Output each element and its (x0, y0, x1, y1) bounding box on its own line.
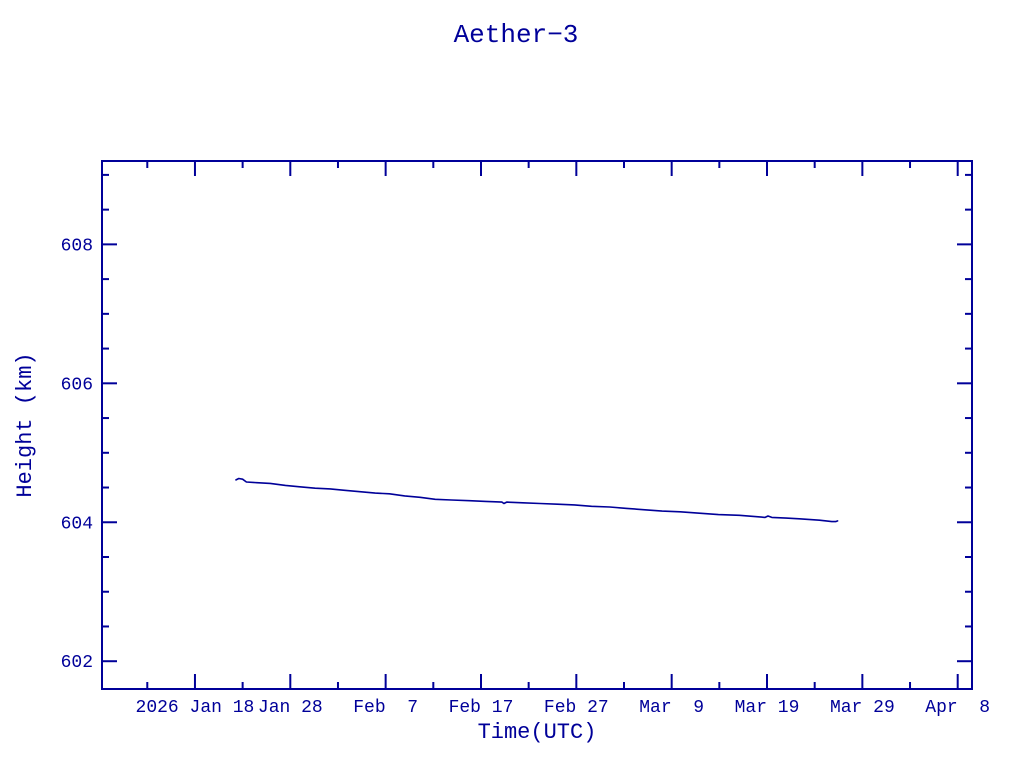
chart-title: Aether−3 (454, 20, 579, 50)
x-tick-label: Feb 17 (449, 698, 514, 718)
height-series-line (235, 477, 839, 523)
x-tick-label: Mar 9 (639, 698, 704, 718)
x-axis-label: Time(UTC) (478, 720, 597, 745)
y-tick-label: 608 (61, 236, 93, 256)
axis-ticks (102, 161, 972, 689)
x-tick-label: Feb 7 (353, 698, 418, 718)
y-tick-label: 604 (61, 514, 93, 534)
y-axis-label: Height (km) (13, 352, 38, 497)
x-tick-label: Feb 27 (544, 698, 609, 718)
plot-frame (101, 160, 973, 690)
x-tick-label: Mar 29 (830, 698, 895, 718)
x-tick-label: 2026 Jan 18 (136, 698, 255, 718)
y-tick-label: 606 (61, 375, 93, 395)
x-tick-label: Jan 28 (258, 698, 323, 718)
y-tick-label: 602 (61, 653, 93, 673)
axis-tick-labels: 2026 Jan 18 Jan 28 Feb 7 Feb 17 Feb 27 Mar 9 M… (61, 236, 991, 718)
x-tick-label: Apr 8 (925, 698, 990, 718)
x-tick-label: Mar 19 (735, 698, 800, 718)
